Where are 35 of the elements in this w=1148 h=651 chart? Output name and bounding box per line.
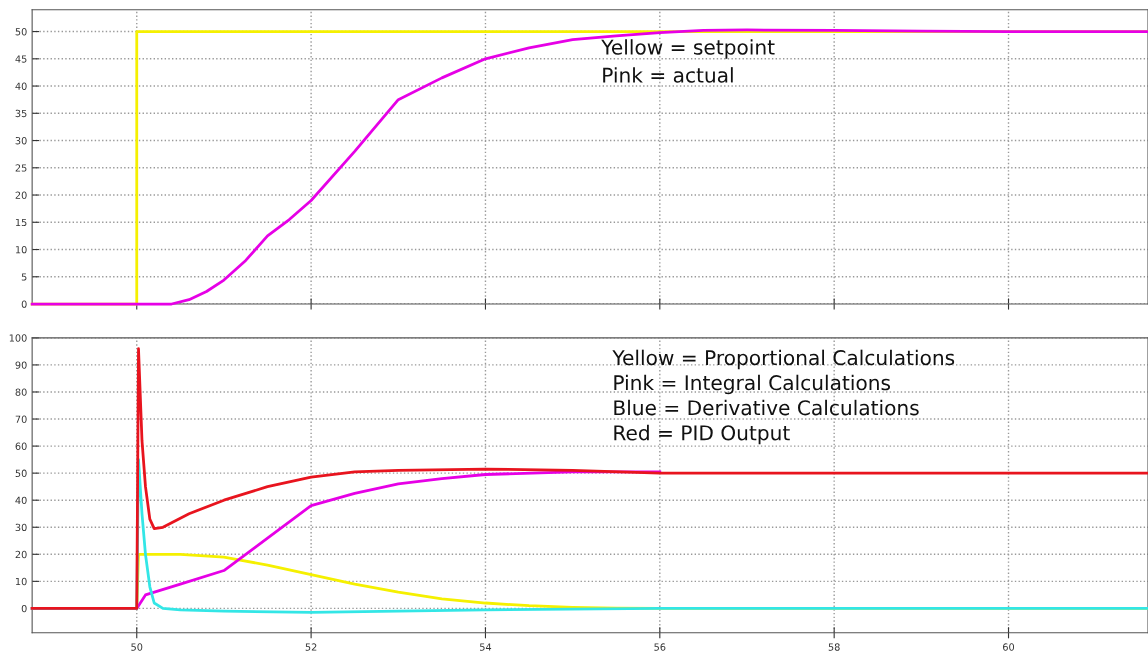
y-tick-label: 50 [15, 469, 27, 477]
annotation: Pink = Integral Calculations [614, 374, 891, 395]
y-tick-label: 25 [15, 164, 27, 172]
y-tick-label: 20 [15, 191, 27, 199]
y-tick-label: 20 [15, 550, 27, 559]
annotation: Red = PID Output [614, 424, 790, 445]
x-tick-label: 58 [828, 643, 840, 651]
y-tick-label: 45 [15, 55, 27, 63]
x-tick-label: 50 [131, 643, 143, 651]
y-tick-label: 10 [15, 246, 27, 254]
y-tick-label: 10 [15, 577, 27, 586]
y-tick-label: 5 [21, 273, 27, 281]
y-tick-label: 35 [15, 109, 27, 118]
annotation: Yellow = Proportional Calculations [612, 349, 955, 370]
annotation: Yellow = setpoint [601, 39, 775, 59]
line-series [30, 347, 1148, 610]
y-tick-label: 0 [21, 604, 27, 613]
x-tick-label: 52 [305, 643, 317, 651]
y-tick-label: 90 [15, 361, 27, 369]
annotation: Blue = Derivative Calculations [614, 399, 919, 416]
y-tick-label: 40 [15, 82, 27, 90]
y-tick-label: 60 [15, 442, 27, 450]
y-tick-label: 80 [15, 388, 27, 396]
x-tick-label: 56 [654, 643, 666, 651]
annotation: Pink = actual [603, 67, 733, 83]
y-tick-label: 50 [15, 28, 27, 36]
y-tick-label: 15 [15, 218, 27, 227]
y-tick-label: 30 [15, 523, 27, 532]
x-tick-label: 60 [1003, 643, 1015, 651]
y-tick-label: 0 [21, 300, 27, 308]
y-tick-label: 40 [15, 496, 27, 505]
y-tick-label: 30 [15, 137, 27, 145]
x-tick-label: 54 [480, 643, 492, 651]
y-tick-label: 70 [15, 415, 27, 423]
y-tick-label: 100 [9, 334, 27, 342]
